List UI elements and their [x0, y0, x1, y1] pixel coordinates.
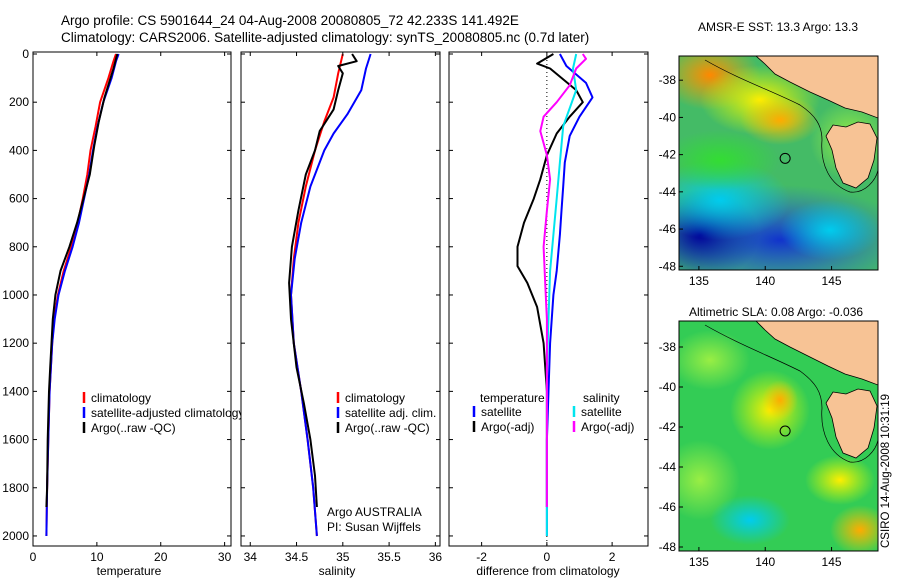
- argo-position-marker: [779, 425, 791, 437]
- salinity-legend: climatology satellite adj. clim. Argo(..…: [336, 391, 436, 435]
- x-tick-label: -2: [476, 550, 487, 564]
- legend-label-temp-argo: Argo(-adj): [481, 420, 534, 434]
- map-y-tick-label: -48: [659, 540, 677, 554]
- x-tick-label: 35: [336, 550, 350, 564]
- series-line-1: [516, 53, 584, 507]
- sst-map-field: [679, 56, 878, 270]
- map-y-tick-label: -38: [659, 340, 677, 354]
- series-line-1: [290, 53, 372, 537]
- sst-map-title: AMSR-E SST: 13.3 Argo: 13.3: [698, 20, 858, 34]
- legend-label-argo: Argo(..raw -QC): [345, 421, 430, 435]
- x-tick-label: 36: [429, 550, 443, 564]
- map-y-tick-label: -42: [659, 420, 677, 434]
- y-tick-label: 1600: [2, 433, 29, 447]
- australia-mainland: [755, 56, 878, 119]
- map-x-tick-label: 140: [755, 555, 775, 569]
- y-tick-label: 800: [9, 240, 29, 254]
- legend-label-sal-satellite: satellite: [581, 405, 622, 419]
- y-tick-label: 200: [9, 95, 29, 109]
- map-y-tick-label: -46: [659, 500, 677, 514]
- sla-map-panel: Altimetric SLA: 0.08 Argo: -0.036 135 140…: [659, 305, 879, 569]
- x-tick-label: 34: [244, 550, 258, 564]
- map-y-tick-label: -40: [659, 110, 677, 124]
- series-line-2: [288, 53, 358, 508]
- y-tick-label: 1400: [2, 384, 29, 398]
- shelf-contour: [704, 59, 878, 193]
- salinity-xlabel: salinity: [319, 564, 356, 578]
- temperature-panel: 0 10 20 30 0 200 400 600 800 1000 1200 1400 1600 1800…: [2, 47, 244, 578]
- x-tick-label: 10: [90, 550, 104, 564]
- x-tick-label: 2: [609, 550, 616, 564]
- series-line-2: [45, 53, 119, 508]
- map-y-tick-label: -48: [659, 259, 677, 273]
- sla-map-title: Altimetric SLA: 0.08 Argo: -0.036: [689, 305, 863, 319]
- map-y-tick-label: -44: [659, 185, 677, 199]
- y-tick-label: 1000: [2, 288, 29, 302]
- legend-label-satellite: satellite adj. clim.: [345, 406, 436, 420]
- difference-panel: -2 0 2 difference from climatology tempera…: [448, 51, 649, 578]
- temperature-legend: climatology satellite-adjusted climatolo…: [82, 391, 244, 435]
- map-y-tick-label: -46: [659, 222, 677, 236]
- argo-position-marker: [779, 152, 791, 164]
- x-tick-label: 35.5: [377, 550, 401, 564]
- x-tick-label: 34.5: [285, 550, 309, 564]
- sla-map-field: [679, 321, 878, 551]
- y-tick-label: 1800: [2, 481, 29, 495]
- legend-label-satellite: satellite-adjusted climatology: [91, 406, 244, 420]
- map-x-tick-label: 145: [822, 274, 842, 288]
- x-tick-label: 20: [154, 550, 168, 564]
- temperature-xlabel: temperature: [97, 564, 162, 578]
- figure-title-line1: Argo profile: CS 5901644_24 04-Aug-2008 …: [61, 13, 519, 28]
- legend-label-temp-satellite: satellite: [481, 405, 522, 419]
- shelf-contour: [704, 324, 878, 463]
- legend-title-temperature: temperature: [480, 391, 545, 405]
- salinity-panel: 34 34.5 35 35.5 36 salinity climatology sate…: [240, 51, 443, 578]
- y-tick-label: 600: [9, 192, 29, 206]
- series-line-3: [539, 53, 587, 507]
- map-x-tick-label: 145: [822, 555, 842, 569]
- x-tick-label: 30: [218, 550, 232, 564]
- pi-annotation: PI: Susan Wijffels: [327, 520, 421, 534]
- tasmania: [825, 121, 878, 189]
- x-tick-label: 0: [544, 550, 551, 564]
- difference-legend: temperature satellite Argo(-adj) salinit…: [472, 391, 634, 434]
- legend-label-climatology: climatology: [345, 391, 405, 405]
- y-tick-label: 400: [9, 143, 29, 157]
- series-line-0: [545, 53, 594, 536]
- figure-title-line2: Climatology: CARS2006. Satellite-adjuste…: [61, 30, 590, 45]
- australia-mainland: [755, 321, 878, 386]
- y-tick-label: 2000: [2, 529, 29, 543]
- argo-australia-annotation: Argo AUSTRALIA: [327, 505, 422, 519]
- temperature-axes-frame: [32, 51, 232, 547]
- map-x-tick-label: 135: [689, 555, 709, 569]
- sst-map-panel: AMSR-E SST: 13.3 Argo: 13.3 135 140 145 -38…: [659, 20, 879, 288]
- salinity-axes-frame: [240, 51, 441, 547]
- y-tick-label: 0: [22, 47, 29, 61]
- csiro-timestamp: CSIRO 14-Aug-2008 10:31:19: [880, 393, 892, 548]
- map-y-tick-label: -44: [659, 460, 677, 474]
- y-tick-label: 1200: [2, 336, 29, 350]
- x-tick-label: 0: [30, 550, 37, 564]
- map-y-tick-label: -42: [659, 148, 677, 162]
- legend-label-climatology: climatology: [91, 391, 151, 405]
- map-y-tick-label: -40: [659, 380, 677, 394]
- map-x-tick-label: 135: [689, 274, 709, 288]
- legend-label-sal-argo: Argo(-adj): [581, 420, 634, 434]
- map-x-tick-label: 140: [755, 274, 775, 288]
- map-y-tick-label: -38: [659, 73, 677, 87]
- tasmania: [825, 388, 878, 459]
- legend-title-salinity: salinity: [583, 391, 620, 405]
- legend-label-argo: Argo(..raw -QC): [91, 421, 176, 435]
- difference-xlabel: difference from climatology: [476, 564, 619, 578]
